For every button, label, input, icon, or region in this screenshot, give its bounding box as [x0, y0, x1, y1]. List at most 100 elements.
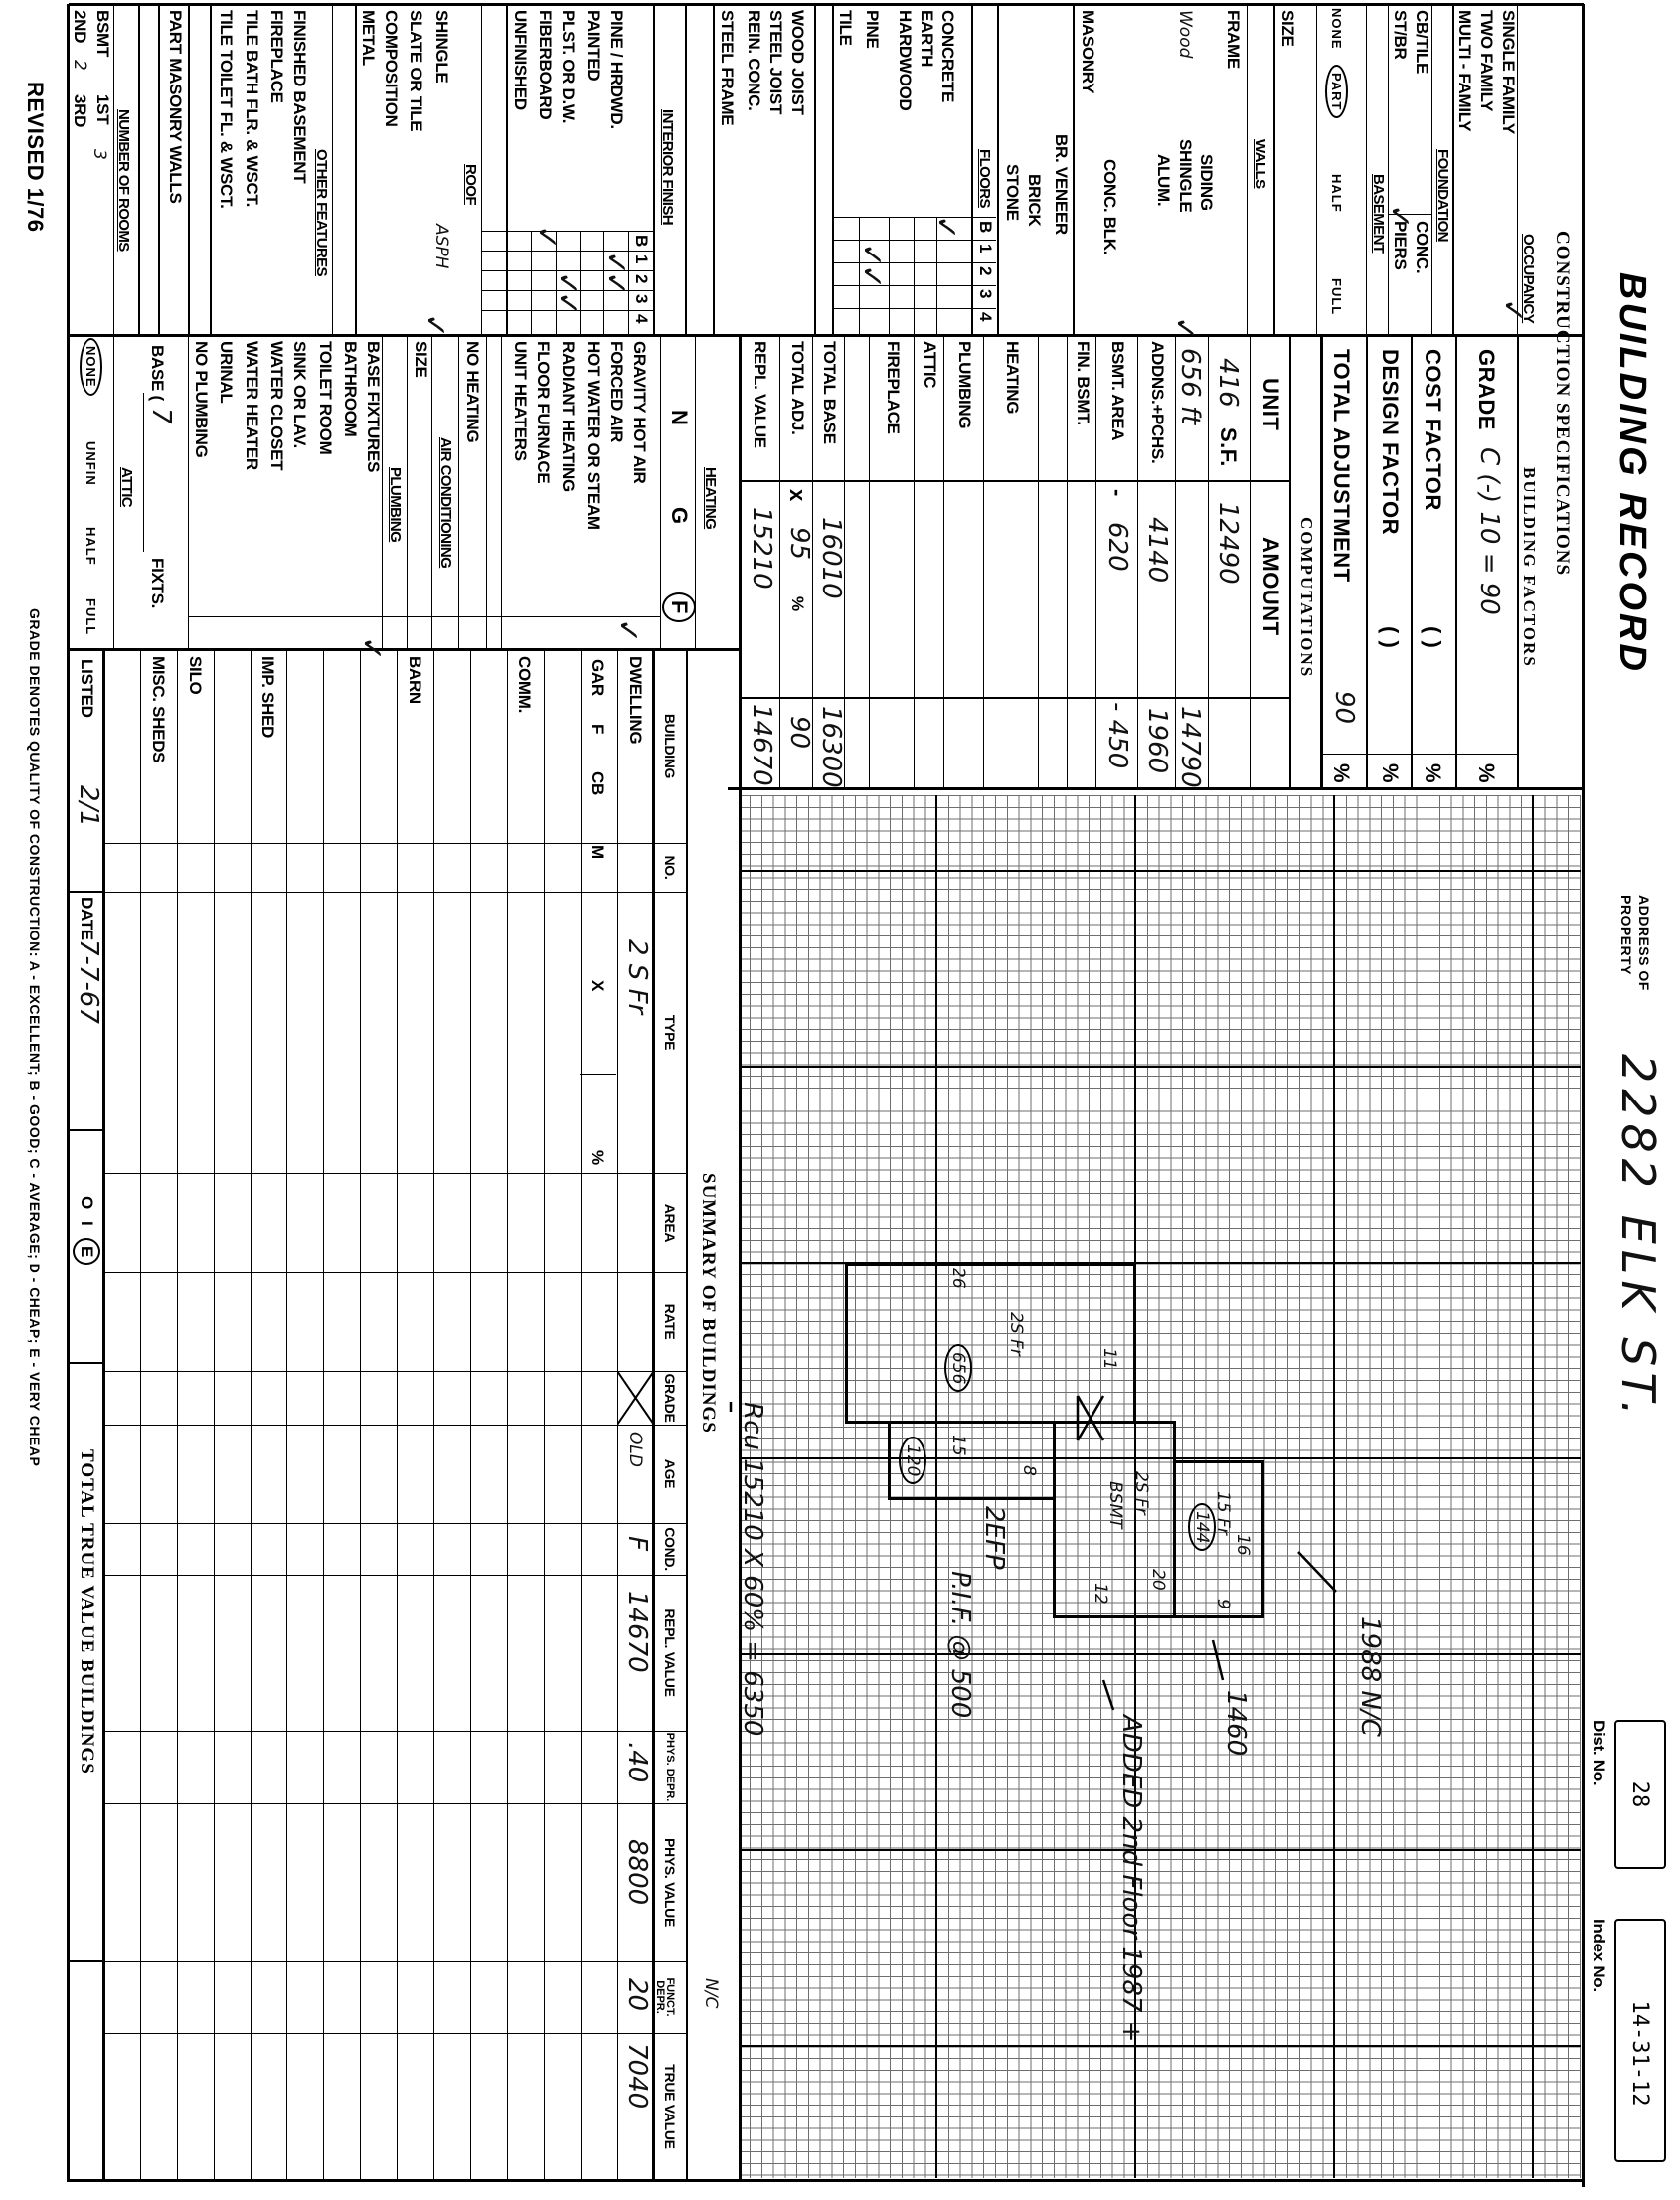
spec-unfinished[interactable]: UNFINISHED	[511, 10, 530, 110]
heating-gravity[interactable]: GRAVITY HOT AIR	[630, 341, 649, 484]
spec-first[interactable]: 1ST	[93, 94, 112, 125]
design-factor-value: ( )	[1378, 626, 1403, 649]
rule-line	[506, 649, 508, 2180]
attic-none-circled[interactable]: NONE	[80, 338, 103, 396]
spec-shingle[interactable]: SHINGLE	[1176, 139, 1195, 213]
spec-tile[interactable]: TILE	[836, 10, 855, 46]
grade-i-option[interactable]: I	[78, 1221, 96, 1226]
heating-no-plumbing[interactable]: NO PLUMBING	[192, 341, 211, 458]
spec-conc-blk[interactable]: CONC. BLK.	[1100, 159, 1119, 255]
spec-st-br[interactable]: ST/BR	[1391, 10, 1410, 60]
heating-unit-heaters[interactable]: UNIT HEATERS	[511, 341, 530, 461]
heating-base-fixtures[interactable]: BASE FIXTURES	[364, 341, 383, 473]
spec-siding[interactable]: SIDING	[1197, 154, 1216, 211]
spec-bsmt-none[interactable]: NONE	[1329, 8, 1345, 50]
spec-size[interactable]: SIZE	[1278, 10, 1297, 47]
spec-hardwood[interactable]: HARDWOOD	[896, 10, 915, 111]
attic-half[interactable]: HALF	[84, 527, 99, 566]
heating-urinal[interactable]: URINAL	[217, 341, 236, 404]
garage-cb-option[interactable]: CB	[588, 771, 607, 795]
addns-label: ADDNS.+PCHS.	[1148, 341, 1167, 464]
summary-column-header: FUNCT. DEPR.	[653, 1977, 676, 2017]
spec-fireplace[interactable]: FIREPLACE	[267, 10, 286, 103]
spec-earth[interactable]: EARTH	[918, 10, 936, 68]
spec-third[interactable]: 3RD	[71, 94, 89, 128]
heating-hot-water[interactable]: HOT WATER OR STEAM	[585, 341, 603, 530]
garage-frame-option[interactable]: F	[588, 724, 607, 735]
heating-no-heating[interactable]: NO HEATING	[463, 341, 482, 443]
bsmt-amount: 620	[1102, 522, 1132, 572]
heating-toilet-room[interactable]: TOILET ROOM	[316, 341, 335, 455]
spec-tile-toilet[interactable]: TILE TOILET FL. & WSCT.	[217, 10, 236, 209]
rooms-first-value: 3	[89, 149, 109, 160]
spec-steel-frame[interactable]: STEEL FRAME	[718, 10, 737, 126]
rule-line	[983, 335, 985, 788]
garage-m-option[interactable]: M	[588, 845, 607, 859]
spec-bsmt-part-circled[interactable]: PART	[1325, 65, 1349, 119]
rule-line	[1250, 335, 1252, 788]
heating-forced[interactable]: FORCED AIR	[607, 341, 626, 443]
rule-line	[407, 335, 409, 649]
summary-title: SUMMARY OF BUILDINGS	[698, 1173, 719, 1434]
rule-line	[685, 4, 687, 335]
grade-o-option[interactable]: O	[78, 1196, 96, 1209]
spec-slate[interactable]: SLATE OR TILE	[407, 10, 425, 132]
heating-radiant[interactable]: RADIANT HEATING	[559, 341, 578, 492]
heating-water-heater[interactable]: WATER HEATER	[243, 341, 261, 470]
rule-line	[138, 4, 140, 335]
spec-bsmt-full[interactable]: FULL	[1329, 278, 1345, 316]
heating-water-closet[interactable]: WATER CLOSET	[267, 341, 286, 471]
spec-single-family[interactable]: SINGLE FAMILY	[1499, 10, 1518, 134]
spec-plst[interactable]: PLST. OR D.W.	[559, 10, 578, 124]
total-adj-total: 90	[784, 716, 814, 750]
spec-rein-conc[interactable]: REIN. CONC.	[745, 10, 763, 111]
spec-steel-joist[interactable]: STEEL JOIST	[766, 10, 785, 115]
spec-br-veneer[interactable]: BR. VENEER	[1052, 134, 1071, 235]
cost-factor-label: COST FACTOR	[1421, 349, 1445, 511]
spec-cb-tile[interactable]: CB/TILE	[1413, 10, 1431, 75]
spec-composition[interactable]: COMPOSITION	[382, 10, 401, 127]
spec-alum[interactable]: ALUM.	[1154, 154, 1173, 207]
spec-concrete[interactable]: CONCRETE	[938, 10, 957, 102]
date-value: 7-7-67	[74, 939, 103, 1024]
plumbing-title: PLUMBING	[387, 467, 405, 543]
spec-bsmt-half[interactable]: HALF	[1329, 174, 1345, 213]
spec-tile-bath[interactable]: TILE BATH FLR. & WSCT.	[243, 10, 261, 208]
spec-fiberboard[interactable]: FIBERBOARD	[536, 10, 555, 120]
garage-type-mark: X	[588, 980, 607, 992]
spec-brick[interactable]: BRICK	[1025, 174, 1044, 227]
sketch-story-label: 2S Fr	[1006, 1312, 1026, 1356]
spec-stone[interactable]: STONE	[1003, 164, 1022, 221]
heating-size[interactable]: SIZE	[412, 341, 430, 378]
spec-wood-joist[interactable]: WOOD JOIST	[788, 10, 807, 115]
attic-unfin[interactable]: UNFIN	[84, 441, 99, 486]
spec-metal[interactable]: METAL	[359, 10, 378, 66]
grade-e-circled[interactable]: E	[73, 1238, 100, 1266]
spec-painted[interactable]: PAINTED	[585, 10, 603, 82]
spec-part-masonry[interactable]: PART MASONRY WALLS	[166, 10, 185, 204]
spec-two-family[interactable]: TWO FAMILY	[1477, 10, 1496, 112]
dwelling-age: OLD	[625, 1432, 645, 1467]
sketch-nc-note: 1988 N/C	[1355, 1616, 1385, 1737]
spec-fin-bsmt[interactable]: FINISHED BASEMENT	[290, 10, 309, 184]
summary-row-label: SILO	[186, 656, 205, 695]
rule-line	[889, 217, 891, 335]
piers-check-icon: ✓	[1382, 204, 1418, 230]
spec-multi-family[interactable]: MULTI - FAMILY	[1455, 10, 1474, 132]
spec-frame[interactable]: FRAME	[1224, 10, 1243, 69]
spec-masonry[interactable]: MASONRY	[1079, 10, 1097, 94]
row-garage: GAR	[588, 659, 607, 696]
spec-pine-hrdwd[interactable]: PINE / HRDWD.	[607, 10, 626, 129]
spec-bsmt[interactable]: BSMT	[93, 10, 112, 57]
heating-sink[interactable]: SINK OR LAV.	[290, 341, 309, 448]
heating-f-circled[interactable]: F	[662, 592, 696, 622]
rule-line	[382, 335, 384, 649]
attic-full[interactable]: FULL	[84, 598, 99, 636]
spec-second[interactable]: 2ND	[71, 10, 89, 44]
rule-line	[286, 649, 288, 2180]
heating-floor-furnace[interactable]: FLOOR FURNACE	[534, 341, 553, 484]
spec-roof-shingle[interactable]: SHINGLE	[432, 10, 451, 84]
spec-pine[interactable]: PINE	[863, 10, 882, 49]
bsmt-area-label: BSMT. AREA	[1108, 341, 1127, 441]
heating-bathroom[interactable]: BATHROOM	[341, 341, 360, 437]
